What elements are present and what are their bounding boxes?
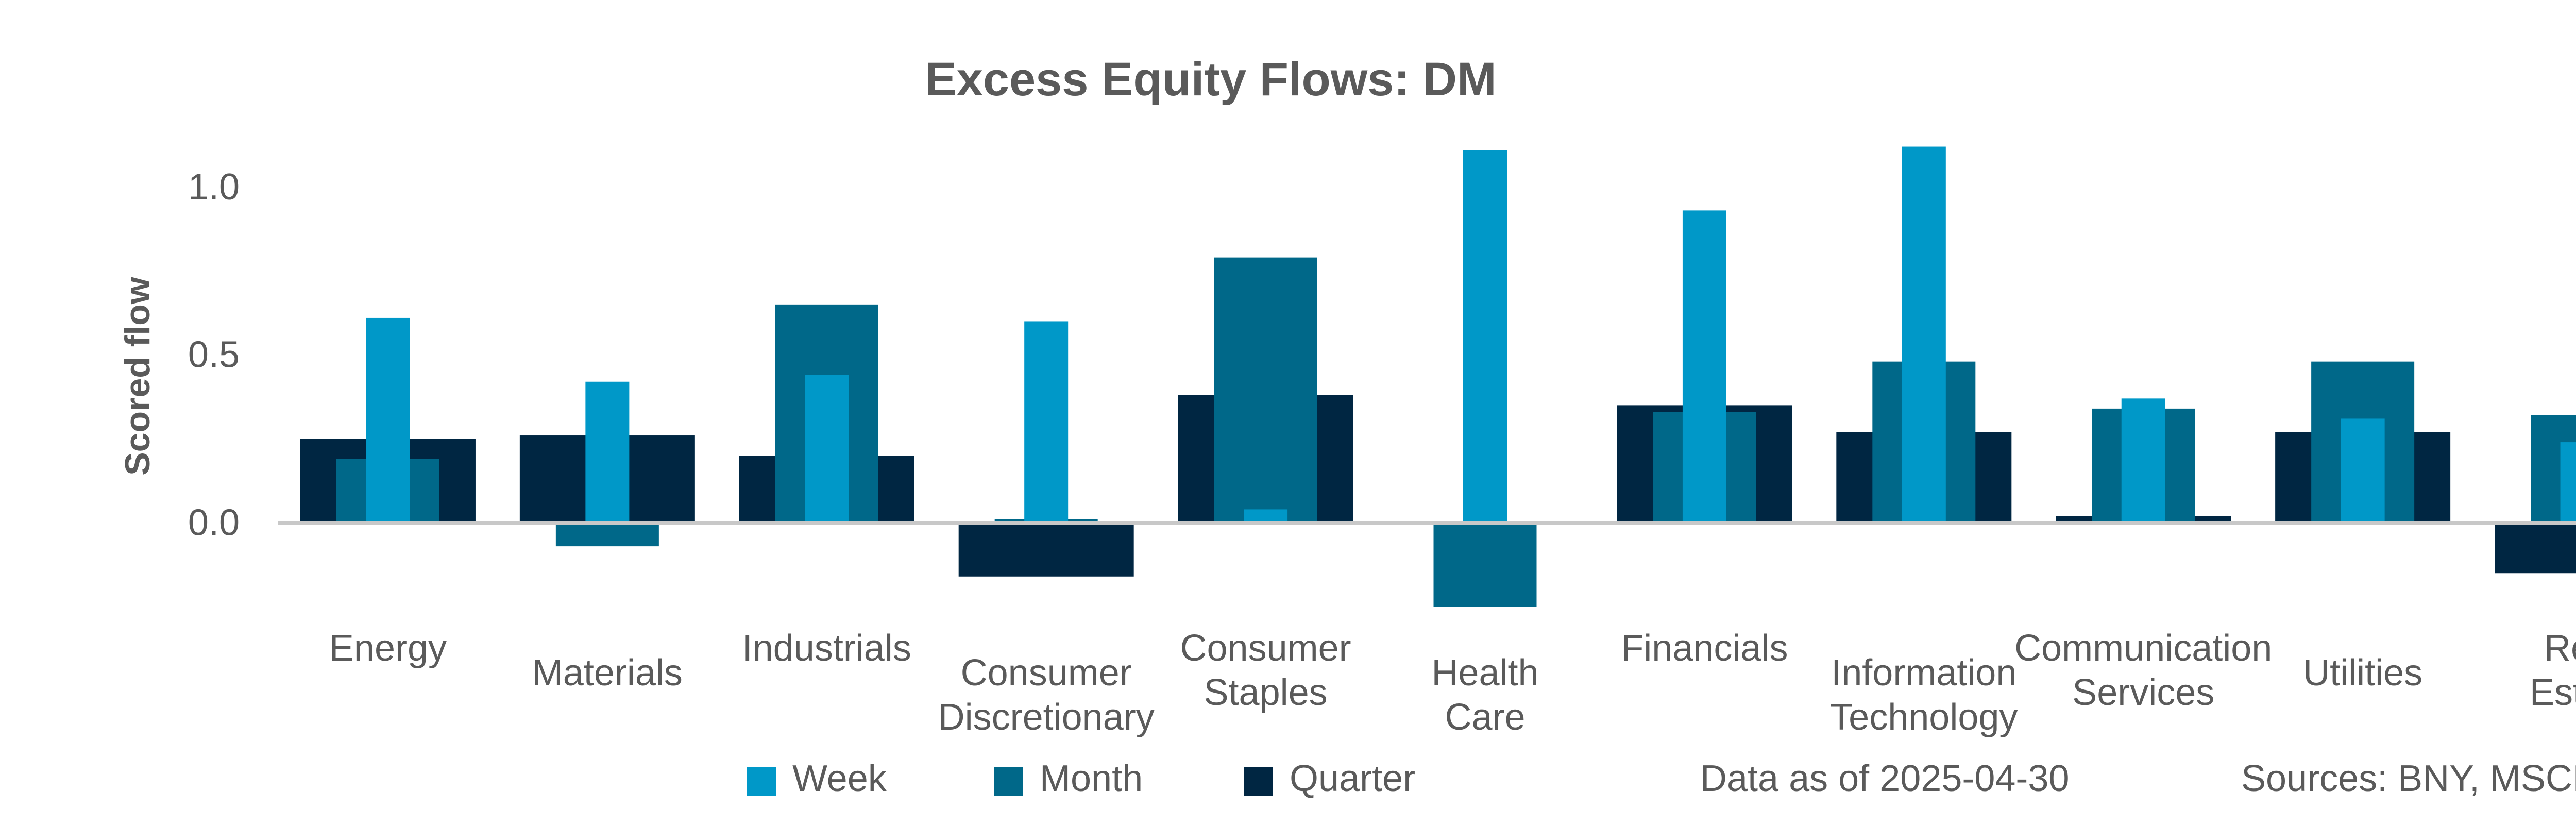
bar-month [1214, 257, 1317, 523]
legend-swatch-month [994, 767, 1023, 796]
bar-month [555, 523, 659, 547]
bar-week [1463, 150, 1507, 523]
bar-week [1024, 321, 1069, 523]
x-tick-label: Technology [1830, 697, 2018, 738]
x-tick-label: Utilities [2303, 652, 2422, 694]
bar-week [1244, 509, 1288, 523]
x-tick-label: Financials [1621, 628, 1788, 669]
bar-month [1433, 523, 1537, 607]
y-axis-label: Scored flow [118, 276, 157, 475]
legend-swatch-quarter [1244, 767, 1273, 796]
legend-label-week: Week [792, 758, 887, 799]
bar-quarter [2495, 523, 2576, 574]
bar-week [585, 381, 630, 523]
y-tick-label: 1.0 [188, 166, 240, 208]
bar-week [2560, 442, 2576, 523]
legend-swatch-week [747, 767, 776, 796]
x-tick-label: Consumer [1180, 628, 1351, 669]
x-tick-label: Estate [2530, 672, 2576, 713]
x-tick-label: Energy [329, 628, 447, 669]
x-tick-label: Information [1831, 652, 2016, 694]
bar-quarter [958, 523, 1134, 577]
bar-week [366, 317, 410, 523]
bars-group [300, 146, 2576, 607]
bar-week [805, 375, 849, 523]
x-tick-label: Real [2544, 628, 2576, 669]
y-axis-ticks: 1.0 0.5 0.0 [188, 166, 240, 544]
x-tick-label: Industrials [742, 628, 911, 669]
x-tick-label: Discretionary [938, 697, 1155, 738]
x-tick-label: Materials [532, 652, 683, 694]
bar-week [2121, 398, 2165, 523]
legend: Week Month Quarter [747, 758, 1415, 799]
x-tick-label: Health [1431, 652, 1538, 694]
x-tick-label: Care [1445, 697, 1525, 738]
x-tick-label: Communication [2014, 628, 2272, 669]
y-tick-label: 0.0 [188, 502, 240, 543]
x-tick-label: Services [2072, 672, 2214, 713]
x-tick-label: Consumer [961, 652, 1132, 694]
data-as-of-note: Data as of 2025-04-30 [1700, 758, 2069, 799]
bar-week [1682, 210, 1726, 523]
bar-week [1902, 146, 1946, 523]
sources-note: Sources: BNY, MSCI [2241, 758, 2576, 799]
chart-title: Excess Equity Flows: DM [925, 53, 1496, 106]
legend-label-month: Month [1040, 758, 1143, 799]
x-axis-labels: EnergyMaterialsIndustrialsConsumerDiscre… [329, 628, 2576, 738]
bar-week [2341, 418, 2385, 523]
y-tick-label: 0.5 [188, 334, 240, 376]
x-tick-label: Staples [1204, 672, 1328, 713]
legend-label-quarter: Quarter [1290, 758, 1415, 799]
